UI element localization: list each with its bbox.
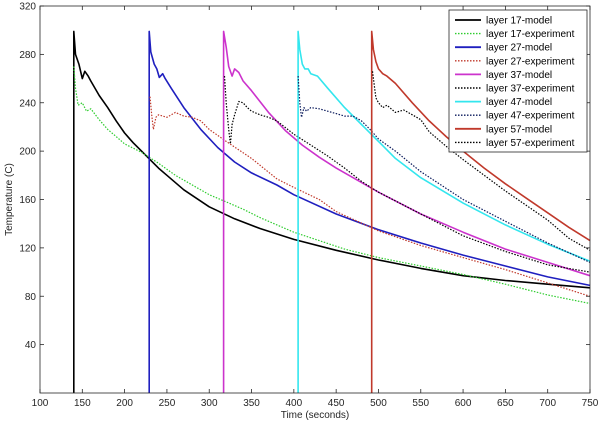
x-tick-label: 750: [582, 398, 599, 409]
y-tick-label: 240: [19, 98, 36, 109]
x-tick-label: 600: [455, 398, 472, 409]
x-tick-label: 700: [539, 398, 556, 409]
y-tick-label: 80: [25, 292, 37, 303]
y-axis-title: Temperature (C): [4, 163, 15, 236]
legend: layer 17-model layer 17-experiment layer 2…: [448, 9, 588, 153]
x-tick-label: 100: [32, 398, 49, 409]
y-tick-label: 200: [19, 147, 36, 158]
y-tick-label: 40: [25, 340, 37, 351]
legend-label: layer 57-experiment: [486, 138, 575, 149]
x-tick-label: 550: [412, 398, 429, 409]
x-tick-label: 500: [370, 398, 387, 409]
y-tick-label: 160: [19, 195, 36, 206]
x-tick-label: 250: [159, 398, 176, 409]
series-line-3: [148, 30, 591, 393]
x-axis-title: Time (seconds): [281, 410, 350, 421]
x-tick-label: 200: [116, 398, 133, 409]
series-line-6: [223, 76, 591, 273]
y-tick-label: 120: [19, 243, 36, 254]
series-layer: [73, 30, 591, 393]
legend-label: layer 37-model: [486, 70, 552, 81]
x-tick-label: 400: [286, 398, 303, 409]
x-tick-label: 150: [74, 398, 91, 409]
x-tick-label: 650: [497, 398, 514, 409]
series-line-2: [73, 66, 591, 305]
series-line-4: [149, 96, 591, 297]
x-tick-label: 300: [201, 398, 218, 409]
legend-label: layer 37-experiment: [486, 84, 575, 95]
x-tick-label: 350: [243, 398, 260, 409]
legend-label: layer 47-model: [486, 97, 552, 108]
ticks-layer: 100 150 200 250 300 350 400 450 500 550 600 650 700 7…: [19, 2, 598, 410]
y-tick-label: 280: [19, 50, 36, 61]
legend-label: layer 17-experiment: [486, 29, 575, 40]
series-line-8: [297, 76, 591, 263]
legend-label: layer 57-model: [486, 124, 552, 135]
series-line-5: [222, 30, 591, 393]
x-tick-label: 450: [328, 398, 345, 409]
series-line-10: [371, 71, 591, 251]
y-tick-label: 320: [19, 2, 36, 13]
series-line-7: [297, 30, 591, 393]
legend-label: layer 27-experiment: [486, 56, 575, 67]
legend-label: layer 17-model: [486, 16, 552, 27]
legend-label: layer 47-experiment: [486, 111, 575, 122]
legend-label: layer 27-model: [486, 43, 552, 54]
series-line-9: [370, 30, 591, 393]
